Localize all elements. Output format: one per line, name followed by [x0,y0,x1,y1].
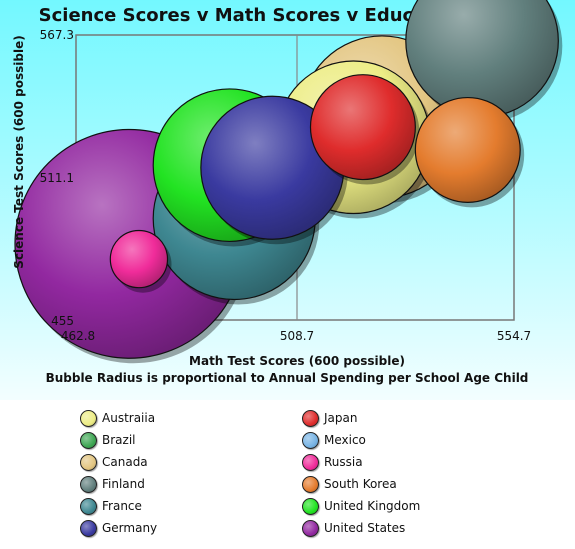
x-axis-sublabel: Bubble Radius is proportional to Annual … [46,371,529,385]
legend-label: Finland [102,477,145,491]
bubble-japan [309,74,416,181]
legend-label: Russia [324,455,363,469]
legend-label: Germany [102,521,158,535]
x-tick-label: 554.7 [497,329,531,343]
legend-swatch [302,519,319,537]
legend-swatch [302,409,319,427]
legend-item: Japan [302,408,357,428]
legend-swatch [80,519,97,537]
legend-label: France [102,499,142,513]
x-tick-label: 462.8 [61,329,95,343]
legend-item: United States [302,518,405,538]
legend-item: Mexico [302,430,366,450]
legend-label: Japan [324,411,358,425]
legend-label: South Korea [324,477,397,491]
y-tick-label: 511.1 [40,171,74,185]
legend-item: Canada [80,452,148,472]
legend-label: Brazil [102,433,136,447]
legend-item: Germany [80,518,157,538]
legend-label: Austraiia [102,411,156,425]
x-axis-label: Math Test Scores (600 possible) [189,354,405,368]
legend-label: Mexico [324,433,366,447]
legend: Austraiia Brazil Canada Finland France German… [0,400,575,549]
bubble-russia [109,229,169,289]
legend-item: Brazil [80,430,136,450]
bubble-south-korea [414,96,521,203]
legend-swatch [302,475,319,493]
legend-item: United Kingdom [302,496,420,516]
legend-swatch [80,497,97,515]
y-axis-label: Science Test Scores (600 possible) [12,35,26,268]
legend-label: United States [324,521,406,535]
legend-swatch [302,497,319,515]
legend-item: Russia [302,452,363,472]
legend-item: Austraiia [80,408,155,428]
legend-swatch [302,453,319,471]
legend-item: South Korea [302,474,397,494]
legend-swatch [80,453,97,471]
y-tick-label: 567.3 [40,28,74,42]
bubble-chart: Science Scores v Math Scores v Education… [12,0,563,385]
legend-swatch [80,409,97,427]
legend-item: France [80,496,142,516]
legend-item: Finland [80,474,145,494]
legend-swatch [80,475,97,493]
legend-swatch [80,431,97,449]
x-tick-label: 508.7 [280,329,314,343]
legend-swatch [302,431,319,449]
y-tick-label: 455 [51,314,74,328]
chart-background: Science Scores v Math Scores v Education… [0,0,575,400]
legend-label: Canada [102,455,148,469]
bubble-group [14,0,563,364]
legend-label: United Kingdom [324,499,421,513]
